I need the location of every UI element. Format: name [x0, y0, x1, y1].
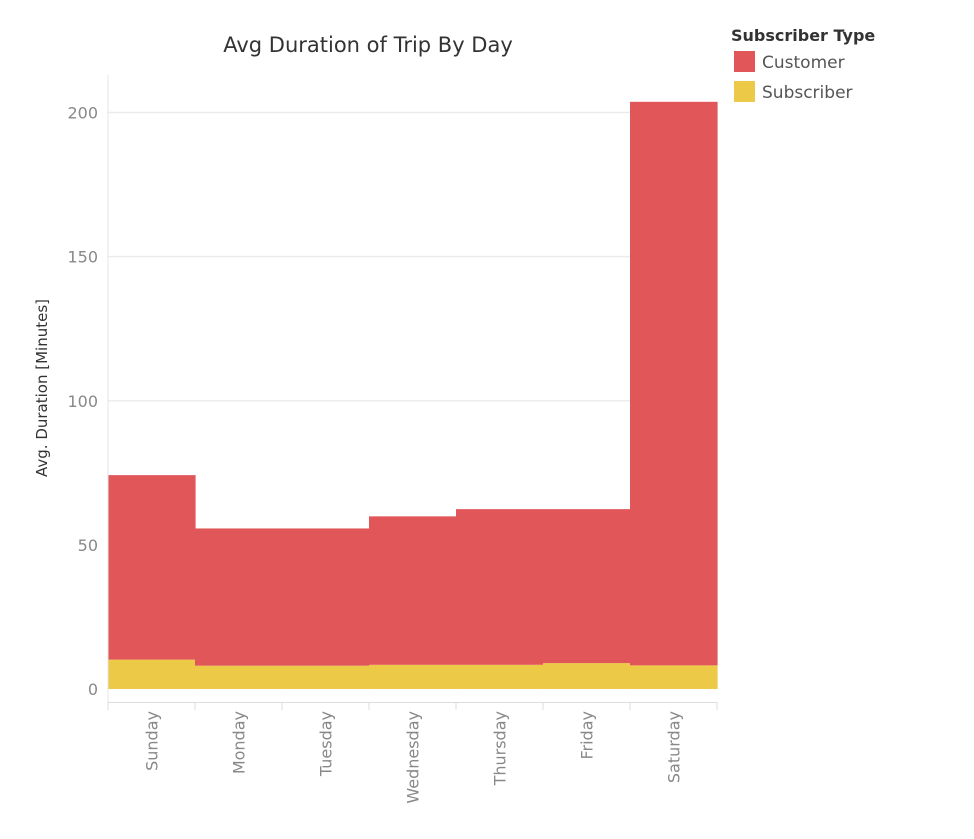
- bar-customer-friday: [543, 509, 631, 664]
- bar-subscriber-wednesday: [369, 664, 457, 690]
- y-tick-label: 200: [67, 103, 98, 122]
- y-tick-labels: 0 50 100 150 200: [67, 103, 98, 699]
- x-tick-label: Sunday: [143, 711, 162, 771]
- x-tick-label: Friday: [578, 711, 597, 760]
- x-tick-label: Monday: [230, 711, 249, 774]
- legend-label-subscriber: Subscriber: [762, 83, 853, 103]
- gridlines: [108, 111, 717, 546]
- legend-swatch-customer: [734, 51, 755, 72]
- bar-subscriber-thursday: [456, 664, 544, 690]
- bar-customer-tuesday: [282, 528, 370, 666]
- bar-customer-monday: [195, 528, 283, 666]
- bar-customer-thursday: [456, 509, 544, 665]
- legend-items: Customer Subscriber: [734, 51, 853, 103]
- x-tick-label: Saturday: [665, 711, 684, 783]
- x-tick-labels: Sunday Monday Tuesday Wednesday Thursday Frid…: [143, 711, 684, 804]
- bar-customer-saturday: [630, 101, 718, 666]
- axes: [107, 75, 718, 710]
- x-tick-label: Thursday: [491, 711, 510, 786]
- chart-title: Avg Duration of Trip By Day: [223, 33, 513, 57]
- bars: [108, 101, 718, 690]
- bar-subscriber-friday: [543, 663, 631, 690]
- bar-subscriber-tuesday: [282, 665, 370, 690]
- x-tick-label: Tuesday: [317, 711, 336, 777]
- legend-title: Subscriber Type: [731, 26, 875, 45]
- legend: Subscriber Type Customer Subscriber: [731, 26, 875, 103]
- bar-subscriber-monday: [195, 665, 283, 690]
- y-axis-label: Avg. Duration [Minutes]: [33, 299, 51, 477]
- y-tick-label: 150: [67, 248, 98, 267]
- y-tick-label: 0: [88, 680, 98, 699]
- y-tick-label: 100: [67, 392, 98, 411]
- bar-customer-wednesday: [369, 516, 457, 665]
- bar-customer-sunday: [108, 475, 196, 660]
- y-tick-label: 50: [78, 536, 98, 555]
- x-tick-label: Wednesday: [404, 711, 423, 804]
- legend-swatch-subscriber: [734, 81, 755, 102]
- bar-subscriber-sunday: [108, 659, 196, 690]
- legend-label-customer: Customer: [762, 53, 845, 73]
- bar-subscriber-saturday: [630, 665, 718, 690]
